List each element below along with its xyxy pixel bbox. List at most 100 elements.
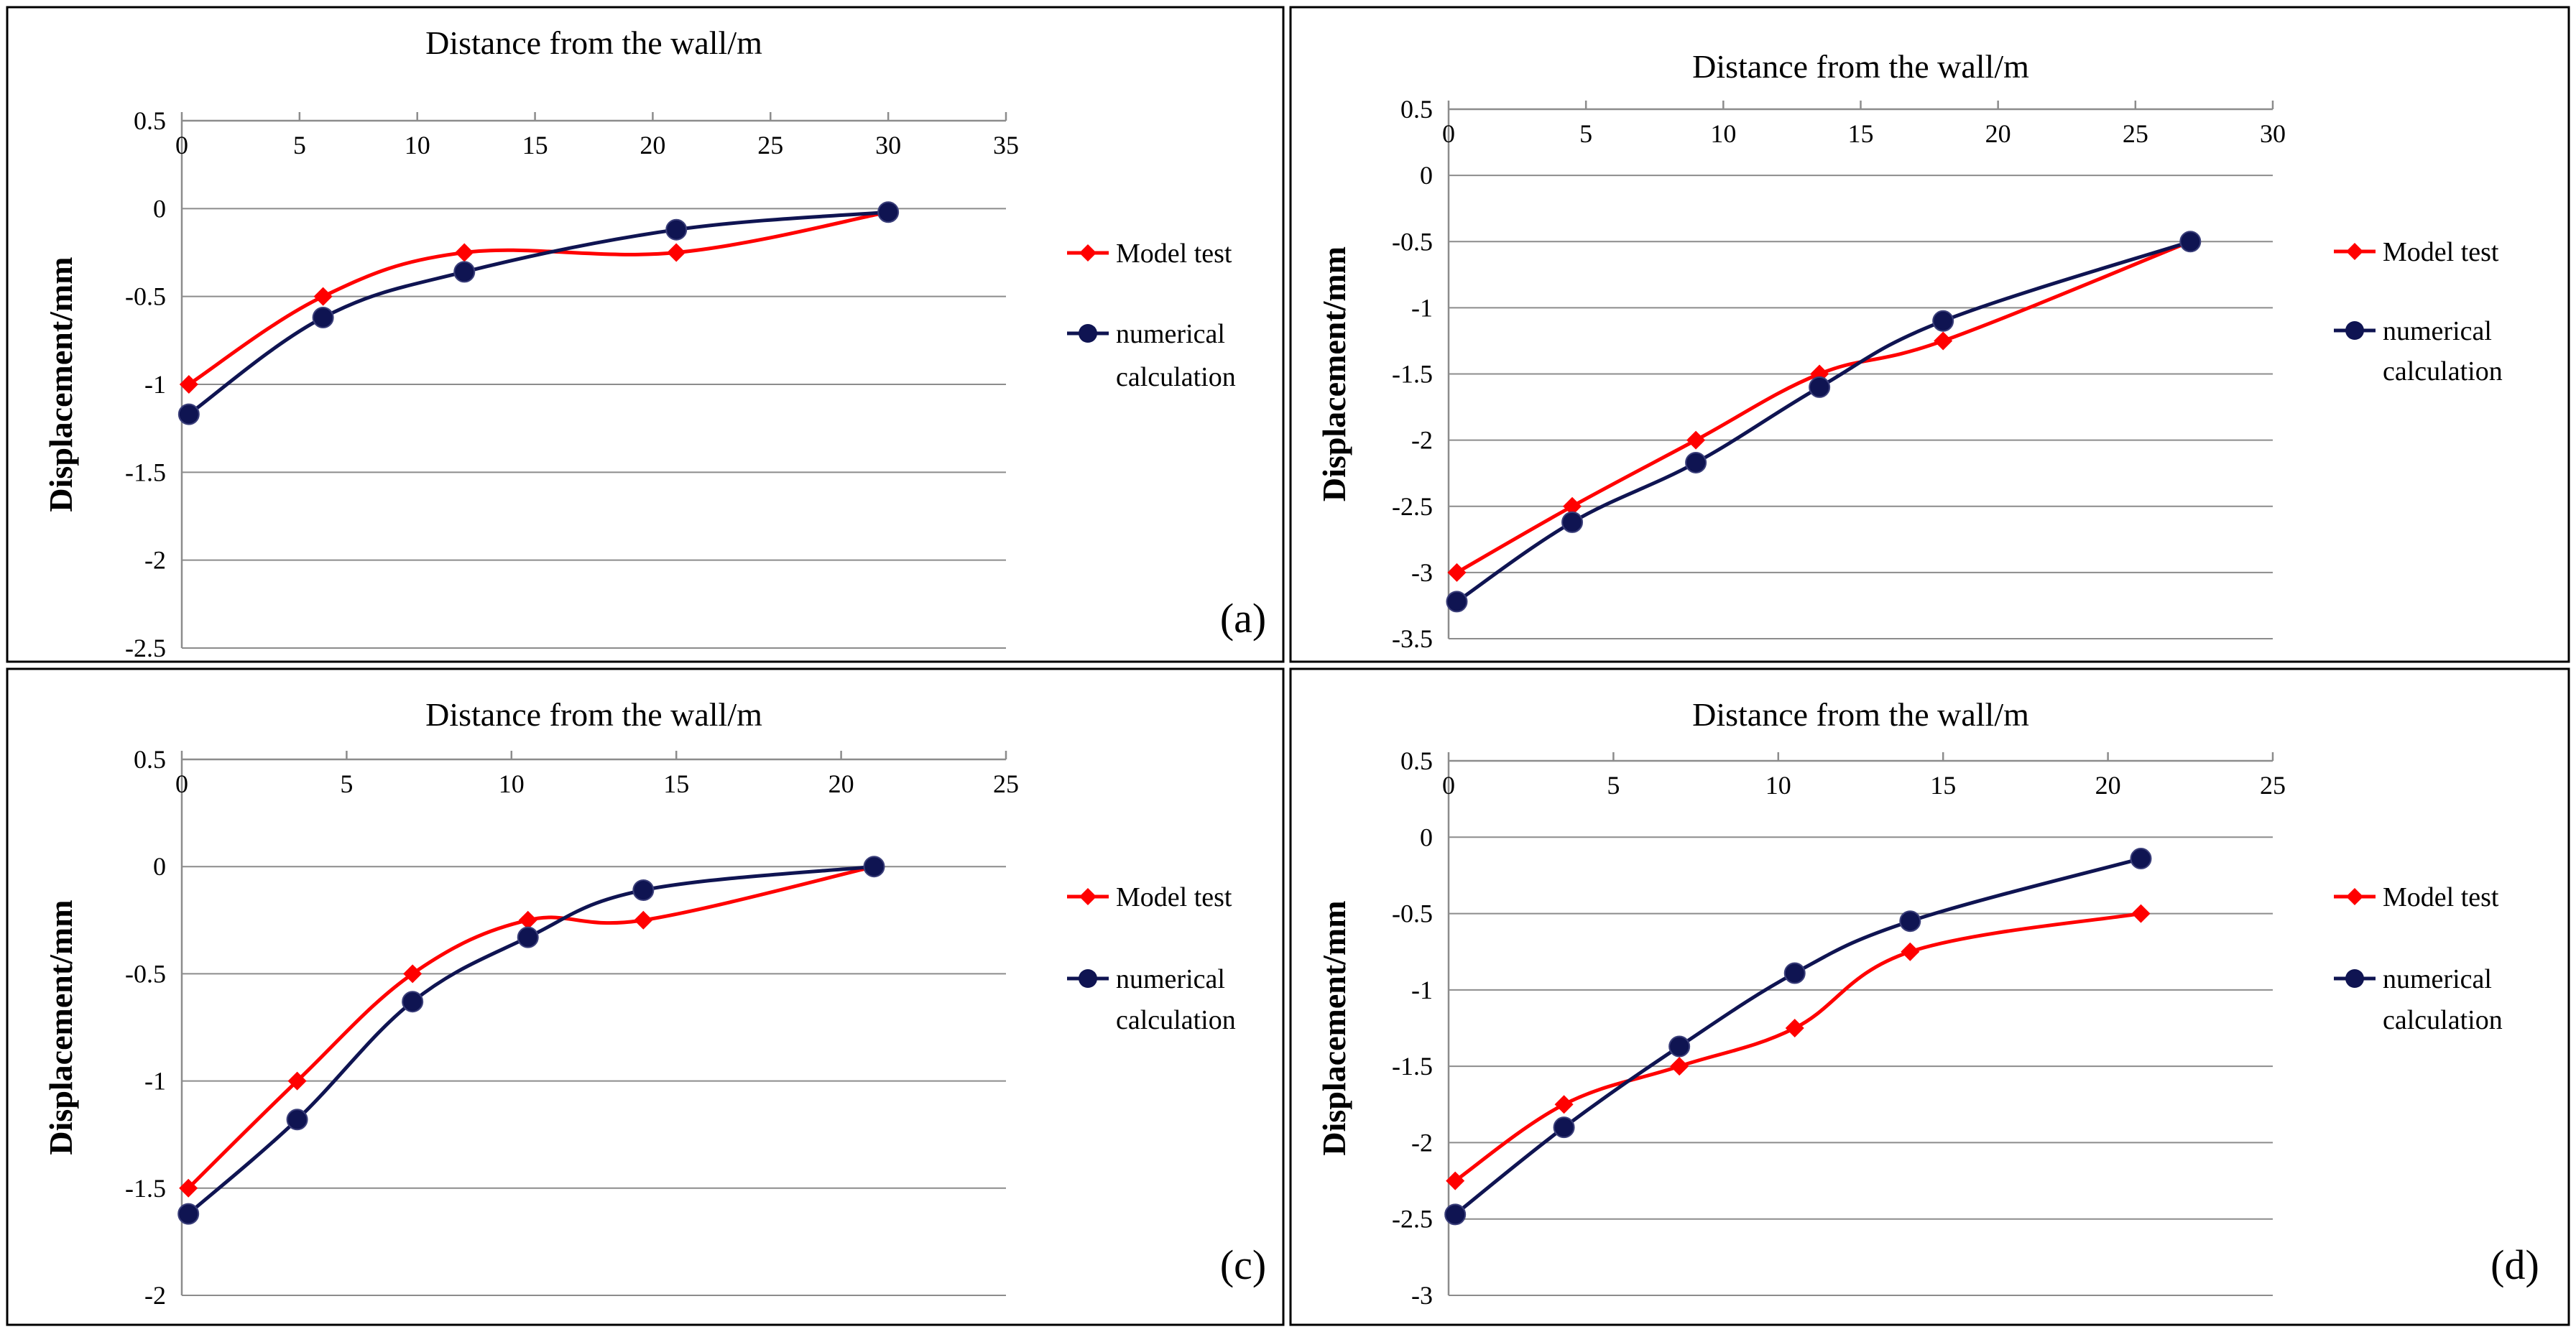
numerical-calculation-point bbox=[1685, 451, 1707, 473]
x-tick-label: 5 bbox=[1607, 771, 1620, 800]
y-tick-label: -0.5 bbox=[1392, 227, 1433, 256]
chart-panel-d: 0.5 0 -0.5 -1 -1.5 -2 -2.5 -3 0 5 10 15 20 25 Distance… bbox=[1289, 667, 2570, 1326]
x-tick-label: 10 bbox=[1710, 119, 1736, 148]
chart-title: Distance from the wall/m bbox=[1692, 48, 2029, 85]
y-tick-label: -3 bbox=[1411, 558, 1433, 587]
y-tick-label: 0 bbox=[153, 194, 166, 223]
y-axis-label: Displacement/mm bbox=[42, 256, 79, 512]
panel-border bbox=[6, 667, 1285, 1326]
model-test-line bbox=[188, 210, 889, 387]
x-tick-label: 10 bbox=[1765, 771, 1791, 800]
legend-numerical-label: numerical bbox=[1116, 319, 1225, 349]
x-tick-label: 0 bbox=[1442, 771, 1455, 800]
x-tick-label: 20 bbox=[640, 131, 665, 159]
model-test-point bbox=[1785, 1019, 1804, 1037]
x-tick-label: 25 bbox=[757, 131, 783, 159]
panel-tag: (a) bbox=[1220, 595, 1266, 642]
legend-model-marker bbox=[1079, 888, 1097, 905]
numerical-calculation-point bbox=[312, 307, 334, 329]
model-test-point bbox=[1447, 563, 1467, 582]
y-tick-label: -2 bbox=[1411, 426, 1433, 455]
y-tick-label: -2 bbox=[1411, 1128, 1433, 1157]
numerical-calculation-point bbox=[1446, 591, 1468, 613]
legend-model-label: Model test bbox=[2383, 237, 2499, 267]
legend-numerical-marker bbox=[1079, 324, 1097, 343]
x-tick-label: 25 bbox=[2123, 119, 2148, 148]
numerical-calculation-line bbox=[187, 864, 874, 1216]
model-test-point bbox=[634, 910, 653, 930]
y-tick-label: -2.5 bbox=[125, 634, 166, 662]
legend-calculation-label: calculation bbox=[1116, 1005, 1236, 1035]
x-tick-label: 35 bbox=[993, 131, 1019, 159]
model-test-point bbox=[179, 375, 198, 394]
chart-panel-c: 0.5 0 -0.5 -1 -1.5 -2 0 5 10 15 20 25 Distance from … bbox=[6, 667, 1285, 1326]
legend-model-marker bbox=[1079, 244, 1097, 262]
model-test-point bbox=[2131, 904, 2151, 923]
panel-tag: (c) bbox=[1220, 1241, 1266, 1288]
model-test-point bbox=[1901, 942, 1920, 961]
x-tick-label: 5 bbox=[340, 769, 353, 798]
numerical-calculation-point bbox=[2130, 848, 2152, 870]
y-tick-label: 0.5 bbox=[1400, 746, 1433, 775]
legend-numerical-marker bbox=[2345, 969, 2364, 988]
x-tick-label: 15 bbox=[522, 131, 548, 159]
panel-border bbox=[6, 6, 1285, 663]
panel-border bbox=[1289, 6, 2570, 663]
x-tick-label: 0 bbox=[175, 769, 188, 798]
model-test-point bbox=[287, 1071, 307, 1091]
numerical-calculation-point bbox=[632, 879, 655, 902]
y-tick-label: -0.5 bbox=[125, 282, 166, 311]
numerical-calculation-point bbox=[877, 201, 900, 223]
numerical-calculation-point bbox=[1932, 310, 1954, 332]
y-tick-label: -3.5 bbox=[1392, 624, 1433, 653]
legend-model-marker bbox=[2346, 888, 2363, 905]
y-tick-label: -0.5 bbox=[125, 959, 166, 988]
x-tick-label: 20 bbox=[828, 769, 854, 798]
y-tick-label: -3 bbox=[1411, 1281, 1433, 1310]
legend-model-label: Model test bbox=[1116, 239, 1232, 269]
legend-model-label: Model test bbox=[1116, 882, 1232, 912]
x-tick-label: 5 bbox=[1579, 119, 1592, 148]
legend-calculation-label: calculation bbox=[2383, 356, 2503, 387]
numerical-calculation-point bbox=[177, 403, 200, 425]
model-test-point bbox=[1670, 1057, 1689, 1076]
chart-panel-b: 0.5 0 -0.5 -1 -1.5 -2 -2.5 -3 -3.5 0 5 10 15 20 25 30 Di… bbox=[1289, 6, 2570, 663]
numerical-calculation-point bbox=[2179, 231, 2202, 253]
model-test-point bbox=[1934, 331, 1953, 351]
chart-title: Distance from the wall/m bbox=[425, 24, 762, 61]
y-axis-label: Displacement/mm bbox=[42, 899, 79, 1155]
chart-title: Distance from the wall/m bbox=[425, 696, 762, 733]
y-tick-label: -2 bbox=[144, 1281, 166, 1310]
model-test-point bbox=[455, 243, 474, 262]
numerical-calculation-point bbox=[665, 218, 688, 241]
x-tick-label: 15 bbox=[663, 769, 689, 798]
y-tick-label: -1.5 bbox=[1392, 1052, 1433, 1081]
model-test-point bbox=[518, 910, 537, 930]
numerical-calculation-point bbox=[1444, 1203, 1467, 1226]
y-axis-label: Displacement/mm bbox=[1316, 900, 1352, 1155]
legend-numerical-marker bbox=[2345, 321, 2364, 340]
x-tick-label: 25 bbox=[993, 769, 1019, 798]
x-tick-label: 30 bbox=[875, 131, 901, 159]
y-tick-label: 0.5 bbox=[134, 745, 166, 774]
numerical-calculation-point bbox=[1561, 511, 1584, 533]
model-test-point bbox=[667, 243, 686, 262]
legend-model-marker bbox=[2346, 243, 2363, 260]
y-axis-label: Displacement/mm bbox=[1316, 246, 1352, 501]
numerical-calculation-point bbox=[1809, 376, 1831, 398]
legend-calculation-label: calculation bbox=[1116, 362, 1236, 392]
y-tick-label: 0.5 bbox=[1400, 95, 1433, 124]
y-tick-label: -1.5 bbox=[125, 458, 166, 486]
y-tick-label: -1 bbox=[1411, 293, 1433, 322]
model-test-point bbox=[313, 287, 333, 306]
y-tick-label: 0.5 bbox=[134, 106, 166, 135]
y-tick-label: -1 bbox=[144, 1067, 166, 1096]
numerical-calculation-point bbox=[863, 856, 885, 878]
model-test-point bbox=[403, 964, 423, 984]
x-tick-label: 10 bbox=[499, 769, 525, 798]
legend-calculation-label: calculation bbox=[2383, 1005, 2503, 1035]
y-tick-label: -0.5 bbox=[1392, 899, 1433, 928]
y-tick-label: -2 bbox=[144, 546, 166, 575]
legend-numerical-label: numerical bbox=[1116, 964, 1225, 994]
y-tick-label: -1 bbox=[144, 370, 166, 399]
